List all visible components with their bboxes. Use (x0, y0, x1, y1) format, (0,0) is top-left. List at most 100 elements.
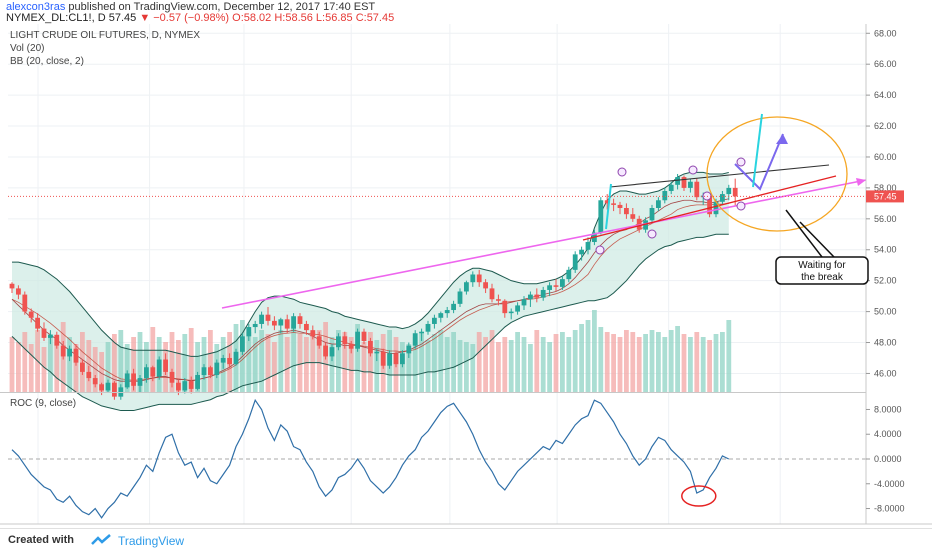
candle-body (393, 353, 399, 365)
candle-body (425, 323, 431, 332)
volume-bar (675, 326, 680, 392)
candle-body (624, 208, 629, 215)
candle-body (636, 218, 642, 230)
annotation-callout[interactable]: Waiting for the break (775, 209, 869, 285)
candle-body (630, 214, 636, 219)
volume-bar (521, 337, 527, 392)
volume-bar (451, 332, 456, 392)
candle-body (67, 348, 72, 357)
candle-body (496, 299, 501, 301)
candle-body (73, 348, 79, 363)
callout-pointer-line-2 (799, 221, 835, 258)
volume-bar (662, 337, 668, 392)
volume-bar (374, 340, 380, 392)
candle-body (240, 336, 245, 352)
candle-body (291, 316, 296, 329)
candle-body (48, 334, 53, 338)
candle-body (572, 254, 578, 270)
candle-body (380, 351, 386, 366)
volume-bar (252, 337, 258, 392)
volume-bar (496, 342, 501, 392)
candle-body (297, 316, 303, 324)
volume-bar (368, 332, 373, 392)
price-tick-label: 56.00 (874, 214, 897, 224)
candle-body (278, 319, 284, 326)
price-tick-label: 60.00 (874, 152, 897, 162)
chart-canvas[interactable]: 68.00 66.00 64.00 62.00 60.00 58.00 56.00 54.00… (0, 24, 932, 528)
candle-body (92, 378, 98, 385)
candle-body (553, 285, 559, 287)
candle-body (86, 371, 92, 379)
candle-body (304, 323, 309, 331)
candle-body (387, 353, 392, 366)
price-tick-label: 68.00 (874, 28, 897, 38)
volume-bar (310, 332, 316, 392)
volume-bar (476, 332, 482, 392)
candle-body (208, 367, 213, 375)
candle-body (80, 362, 85, 372)
candle-body (54, 334, 60, 346)
volume-bar (438, 330, 444, 392)
volume-bar (291, 324, 296, 392)
candle-body (176, 382, 181, 391)
candle-body (41, 328, 47, 338)
candle-body (406, 345, 412, 354)
volume-bar (150, 327, 156, 392)
volume-bar (515, 332, 520, 392)
candle-body (201, 367, 207, 375)
candle-body (368, 340, 373, 354)
price-change: ▼ −0.57 (−0.98%) (139, 12, 230, 24)
callout-line-2: the break (801, 272, 844, 283)
volume-bar (643, 334, 648, 392)
volume-bar (105, 342, 111, 392)
created-with-label: Created with (8, 534, 75, 546)
candle-body (169, 371, 175, 383)
tradingview-brand[interactable]: TradingView (118, 534, 185, 548)
pattern-marker (647, 229, 657, 239)
author-name[interactable]: alexcon3ras (6, 1, 66, 13)
roc-highlight-circle (681, 485, 717, 507)
candle-body (470, 274, 476, 283)
volume-bar (534, 330, 540, 392)
volume-bar (457, 340, 463, 392)
candle-body (419, 331, 424, 334)
price-tick-label: 50.00 (874, 307, 897, 317)
volume-bar (656, 332, 661, 392)
price-tick-label: 62.00 (874, 121, 897, 131)
pattern-marker (736, 201, 746, 211)
candle-body (272, 320, 277, 326)
candle-body (502, 300, 508, 314)
resistance-trendline (609, 164, 830, 188)
volume-bar (579, 324, 584, 392)
pattern-marker (688, 165, 698, 175)
candle-body (604, 200, 610, 204)
symbol-name: NYMEX_DL:CL1!, D (6, 12, 106, 24)
candle-body (732, 187, 738, 197)
candle-body (252, 323, 258, 328)
last-price: 57.45 (108, 12, 137, 24)
volume-bar (73, 344, 79, 392)
volume-bar (624, 330, 629, 392)
price-tick-label: 52.00 (874, 276, 897, 286)
candle-body (233, 351, 239, 365)
volume-bar (425, 340, 431, 392)
candle-body (188, 381, 194, 389)
volume-bar (508, 340, 514, 392)
candle-body (681, 177, 687, 188)
volume-bar (278, 330, 284, 392)
trendline-arrowhead (856, 178, 866, 186)
volume-bar (566, 337, 572, 392)
long-trendline (221, 179, 867, 309)
volume-bar (348, 337, 354, 392)
candle-body (432, 317, 437, 324)
candle-body (688, 181, 693, 188)
candle-body (195, 374, 200, 389)
candle-body (214, 362, 220, 375)
candle-body (259, 314, 264, 324)
volume-bar (131, 337, 136, 392)
volume-bar (182, 334, 188, 392)
volume-bar (553, 334, 559, 392)
candle-body (144, 367, 149, 379)
roc-line (11, 398, 730, 519)
support-trendline (582, 175, 837, 241)
